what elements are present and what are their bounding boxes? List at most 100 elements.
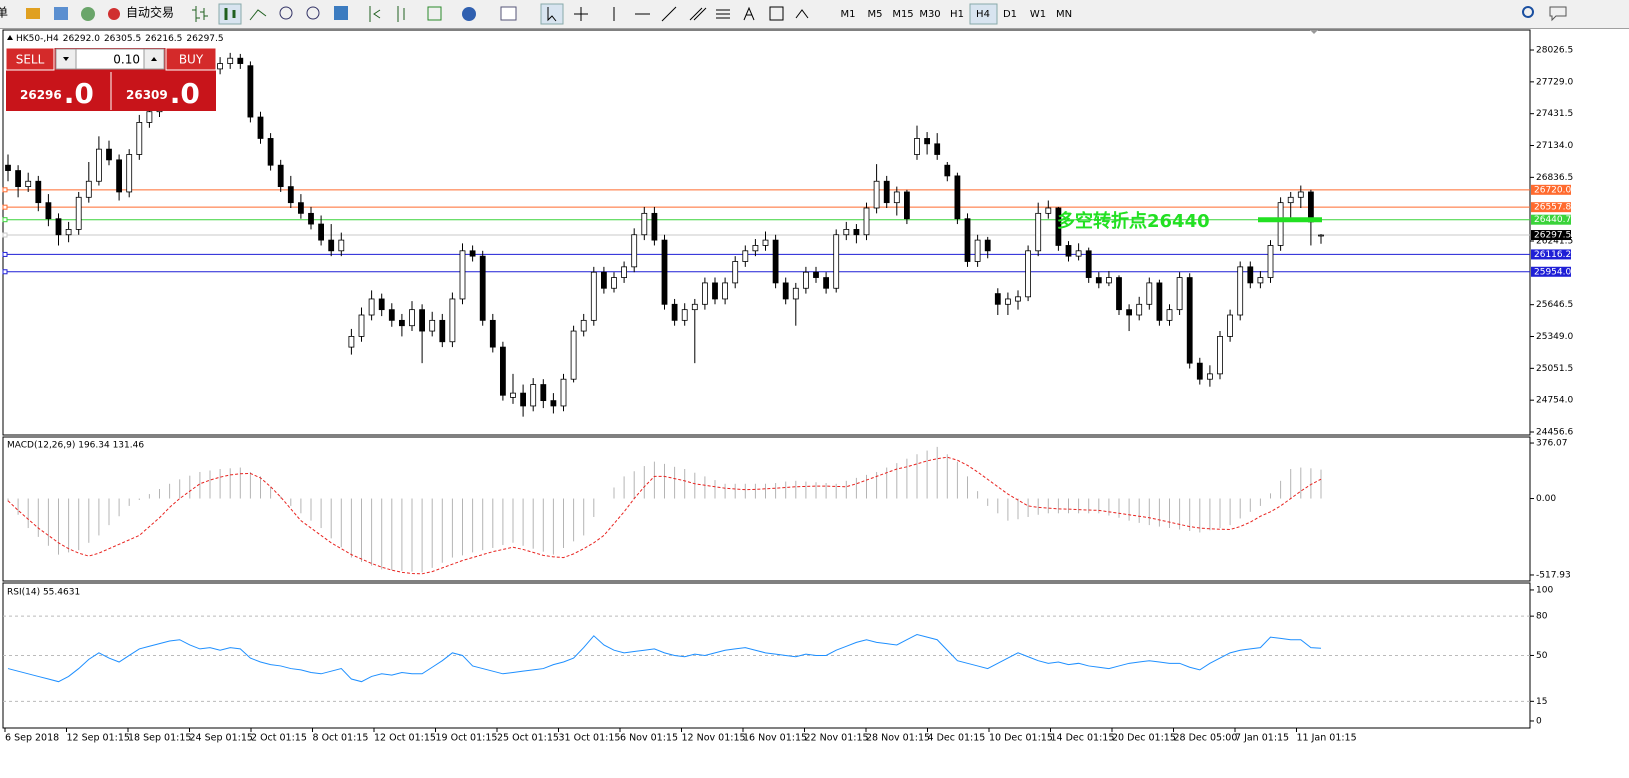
chat-icon[interactable] <box>1549 6 1567 22</box>
candle-body-down <box>823 277 829 289</box>
collapse-triangle[interactable] <box>7 35 13 40</box>
toolbar-icon[interactable] <box>249 9 267 21</box>
price-line-handle[interactable] <box>2 232 8 238</box>
timeframe-button[interactable]: MN <box>1056 9 1072 20</box>
trendline-icon[interactable] <box>661 6 677 22</box>
zoom-in[interactable] <box>279 6 293 20</box>
toolbar-icon[interactable] <box>397 6 405 22</box>
candle-body-up <box>1267 245 1274 278</box>
candle-body-down <box>994 293 1001 305</box>
sell-button[interactable] <box>5 47 55 71</box>
channel-icon[interactable] <box>689 7 707 21</box>
shift-marker <box>1310 30 1318 34</box>
candle-body-down <box>661 239 668 305</box>
toolbar-icon[interactable] <box>462 7 476 21</box>
sell-label[interactable]: SELL <box>16 53 45 67</box>
timeframe-button[interactable]: W1 <box>1030 9 1046 20</box>
timeframe-button[interactable]: M5 <box>868 9 883 20</box>
chart-header: HK50-,H4 26292.0 26305.5 26216.5 26297.5 <box>16 34 224 44</box>
price-line-handle[interactable] <box>2 217 8 223</box>
y-tick-label: 26836.5 <box>1536 173 1573 183</box>
label-icon[interactable] <box>769 6 784 21</box>
shapes-icon[interactable] <box>795 9 809 19</box>
toolbar <box>0 0 1629 28</box>
x-tick-label: 22 Nov 01:15 <box>805 733 869 744</box>
candle-body-up <box>1025 250 1031 298</box>
bid-price[interactable]: 26296.0 <box>20 77 94 110</box>
buy-button[interactable] <box>165 47 217 71</box>
price-line-handle[interactable] <box>2 187 8 193</box>
candle-body-down <box>45 202 52 220</box>
timeframe-button[interactable]: M30 <box>919 9 940 20</box>
toolbar-icon[interactable] <box>192 6 208 22</box>
candle-body-up <box>873 180 880 209</box>
toolbar-icon[interactable] <box>427 6 442 21</box>
candle-body-down <box>601 271 607 289</box>
candle-body-up <box>863 207 870 236</box>
candle-body-down <box>328 239 335 252</box>
candle-body-down <box>257 116 264 139</box>
auto-trading-button[interactable]: 自动交易 <box>126 5 174 20</box>
candle-body-down <box>35 180 42 204</box>
zoom-out[interactable] <box>306 6 320 20</box>
timeframe-button[interactable]: D1 <box>1003 9 1017 20</box>
candle-body-up <box>75 196 82 230</box>
timeframe-button[interactable]: H4 <box>976 9 990 20</box>
toolbar-icon[interactable] <box>108 8 120 20</box>
price-label: 25954.0 <box>1534 267 1571 277</box>
candle-body-up <box>1146 282 1153 305</box>
symbol: HK50-,H4 <box>16 34 59 44</box>
candle-body-up <box>1297 191 1304 198</box>
candle-body-down <box>904 191 910 220</box>
ask-price[interactable]: 26309.0 <box>126 77 200 110</box>
candle-body-down <box>1247 266 1254 284</box>
price-label: 26440.7 <box>1534 215 1571 225</box>
candle-body-down <box>479 255 486 321</box>
volume-value[interactable]: 0.10 <box>113 53 140 67</box>
candle-body-down <box>772 239 779 284</box>
bid-frac: .0 <box>64 77 94 110</box>
timeframe-button[interactable]: M1 <box>841 9 856 20</box>
candle-body-down <box>550 400 557 407</box>
toolbar-icon[interactable] <box>81 7 95 21</box>
y-tick-label: 28026.5 <box>1536 46 1573 56</box>
toolbar-icon[interactable] <box>369 6 381 22</box>
timeframe-button[interactable]: M15 <box>892 9 913 20</box>
y-tick-label: 0.00 <box>1536 494 1556 504</box>
candle-body-up <box>1277 202 1284 246</box>
candle-body-down <box>388 309 395 321</box>
arrow-down <box>63 57 69 61</box>
candle-body-up <box>752 245 759 252</box>
fibo-icon[interactable] <box>716 9 730 19</box>
toolbar-icon-active[interactable] <box>218 3 242 25</box>
candle-body-up <box>893 191 900 204</box>
candle-body-up <box>96 148 102 182</box>
y-tick-label: 24456.6 <box>1536 427 1573 437</box>
toolbar-icon[interactable] <box>334 6 348 20</box>
toolbar-icon[interactable] <box>26 8 40 19</box>
candle-body-up <box>742 250 749 262</box>
buy-label[interactable]: BUY <box>179 53 204 67</box>
cursor-icon[interactable] <box>547 7 557 22</box>
search-icon[interactable] <box>1522 6 1534 18</box>
toolbar-icon[interactable] <box>54 7 68 20</box>
candle-body-up <box>1035 212 1042 252</box>
toolbar-icon[interactable] <box>224 8 236 20</box>
price-line-handle[interactable] <box>2 269 8 275</box>
candle-body-up <box>631 234 638 268</box>
timeframe-button[interactable]: H1 <box>950 9 964 20</box>
header-value: 26305.5 <box>104 34 141 44</box>
timeframe-active[interactable] <box>969 3 998 25</box>
price-line-handle[interactable] <box>2 204 8 210</box>
candle-body-up <box>560 378 567 407</box>
y-tick-label: 0 <box>1536 716 1542 726</box>
toolbar-icon[interactable] <box>500 6 517 21</box>
text-icon[interactable] <box>743 6 755 21</box>
candle-body-down <box>5 164 11 171</box>
price-label-bg <box>1531 184 1571 195</box>
candle-body-down <box>853 229 860 236</box>
crosshair-icon[interactable] <box>574 7 588 21</box>
price-line-handle[interactable] <box>2 251 8 257</box>
toolbar-icon-active[interactable] <box>540 3 564 25</box>
x-tick-label: 31 Oct 01:15 <box>559 733 621 744</box>
